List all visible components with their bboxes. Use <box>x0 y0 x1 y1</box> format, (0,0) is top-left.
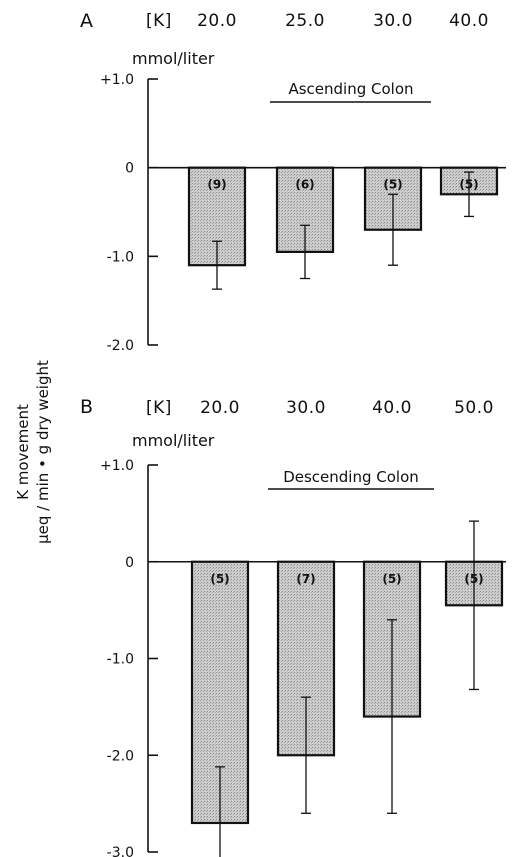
y-axis-label-line1: K movement <box>14 404 32 500</box>
n-label: (5) <box>383 178 402 192</box>
x-tick-label: 40.0 <box>449 11 489 31</box>
x-tick-label: 30.0 <box>286 398 326 418</box>
x-tick-label: 40.0 <box>372 398 412 418</box>
n-label: (5) <box>459 178 478 192</box>
y-tick-label: -3.0 <box>107 845 134 857</box>
panel-letter: B <box>80 396 93 418</box>
chart-title: Descending Colon <box>283 468 419 486</box>
y-tick-label: -1.0 <box>107 652 134 668</box>
x-tick-label: 25.0 <box>285 11 325 31</box>
x-tick-label: 30.0 <box>373 11 413 31</box>
chart-title: Ascending Colon <box>288 80 413 98</box>
n-label: (5) <box>210 572 229 586</box>
y-tick-label: 0 <box>125 161 134 177</box>
y-tick-label: -1.0 <box>107 249 134 265</box>
concentration-prefix: [K] <box>146 398 172 418</box>
x-tick-label: 20.0 <box>197 11 237 31</box>
n-label: (6) <box>295 178 314 192</box>
x-tick-label: 50.0 <box>454 398 494 418</box>
panel-b-descending-colon: B [K] mmol/liter Descending Colon +1.0 0 -… <box>80 396 506 857</box>
y-axis-label-line2: μeq / min • g dry weight <box>34 360 52 544</box>
panel-a-ascending-colon: A [K] mmol/liter Ascending Colon +1.0 0 -1… <box>80 10 506 354</box>
panel-letter: A <box>80 10 93 32</box>
n-label: (7) <box>296 572 315 586</box>
x-categories: 20.0 25.0 30.0 40.0 <box>197 11 489 31</box>
bars: (9) (6) (5) (5) <box>187 166 499 290</box>
y-axis-label: K movement μeq / min • g dry weight <box>14 360 52 544</box>
y-tick-label: 0 <box>125 555 134 571</box>
n-label: (5) <box>382 572 401 586</box>
n-label: (5) <box>464 572 483 586</box>
y-tick-label: +1.0 <box>100 458 134 474</box>
y-tick-label: +1.0 <box>100 72 134 88</box>
x-tick-label: 20.0 <box>200 398 240 418</box>
bars: (5) (7) (5) (5) <box>190 520 504 857</box>
x-categories: 20.0 30.0 40.0 50.0 <box>200 398 494 418</box>
n-label: (9) <box>207 178 226 192</box>
concentration-prefix: [K] <box>146 11 172 31</box>
y-tick-label: -2.0 <box>107 748 134 764</box>
y-tick-label: -2.0 <box>107 338 134 354</box>
unit-label: mmol/liter <box>132 49 215 68</box>
unit-label: mmol/liter <box>132 431 215 450</box>
